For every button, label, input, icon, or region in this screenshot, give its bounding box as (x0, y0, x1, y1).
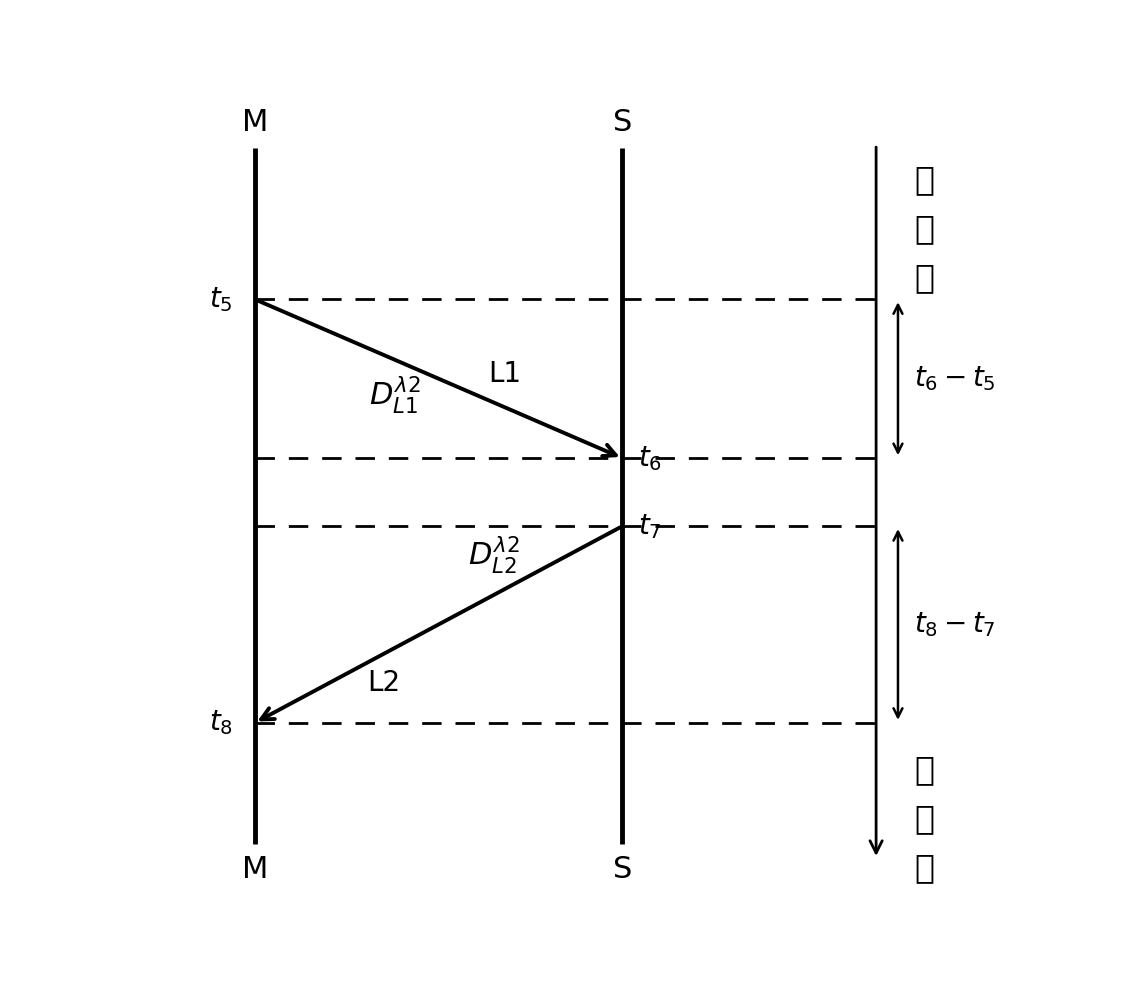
Text: $t_6 - t_5$: $t_6 - t_5$ (913, 364, 996, 393)
Text: M: M (242, 855, 268, 884)
Text: 间: 间 (914, 802, 934, 835)
Text: $t_8$: $t_8$ (209, 708, 233, 737)
Text: L2: L2 (367, 669, 400, 697)
Text: 时: 时 (914, 163, 934, 196)
Text: L1: L1 (488, 360, 522, 389)
Text: 间: 间 (914, 212, 934, 246)
Text: S: S (613, 108, 632, 136)
Text: $D_{L1}^{\lambda2}$: $D_{L1}^{\lambda2}$ (369, 375, 420, 416)
Text: M: M (242, 108, 268, 136)
Text: $t_5$: $t_5$ (209, 285, 233, 313)
Text: $t_7$: $t_7$ (638, 512, 662, 540)
Text: 轴: 轴 (914, 851, 934, 885)
Text: S: S (613, 855, 632, 884)
Text: $t_6$: $t_6$ (638, 444, 662, 472)
Text: 时: 时 (914, 753, 934, 786)
Text: $D_{L2}^{\lambda2}$: $D_{L2}^{\lambda2}$ (467, 535, 519, 576)
Text: $t_8 - t_7$: $t_8 - t_7$ (913, 610, 996, 639)
Text: 轴: 轴 (914, 261, 934, 295)
